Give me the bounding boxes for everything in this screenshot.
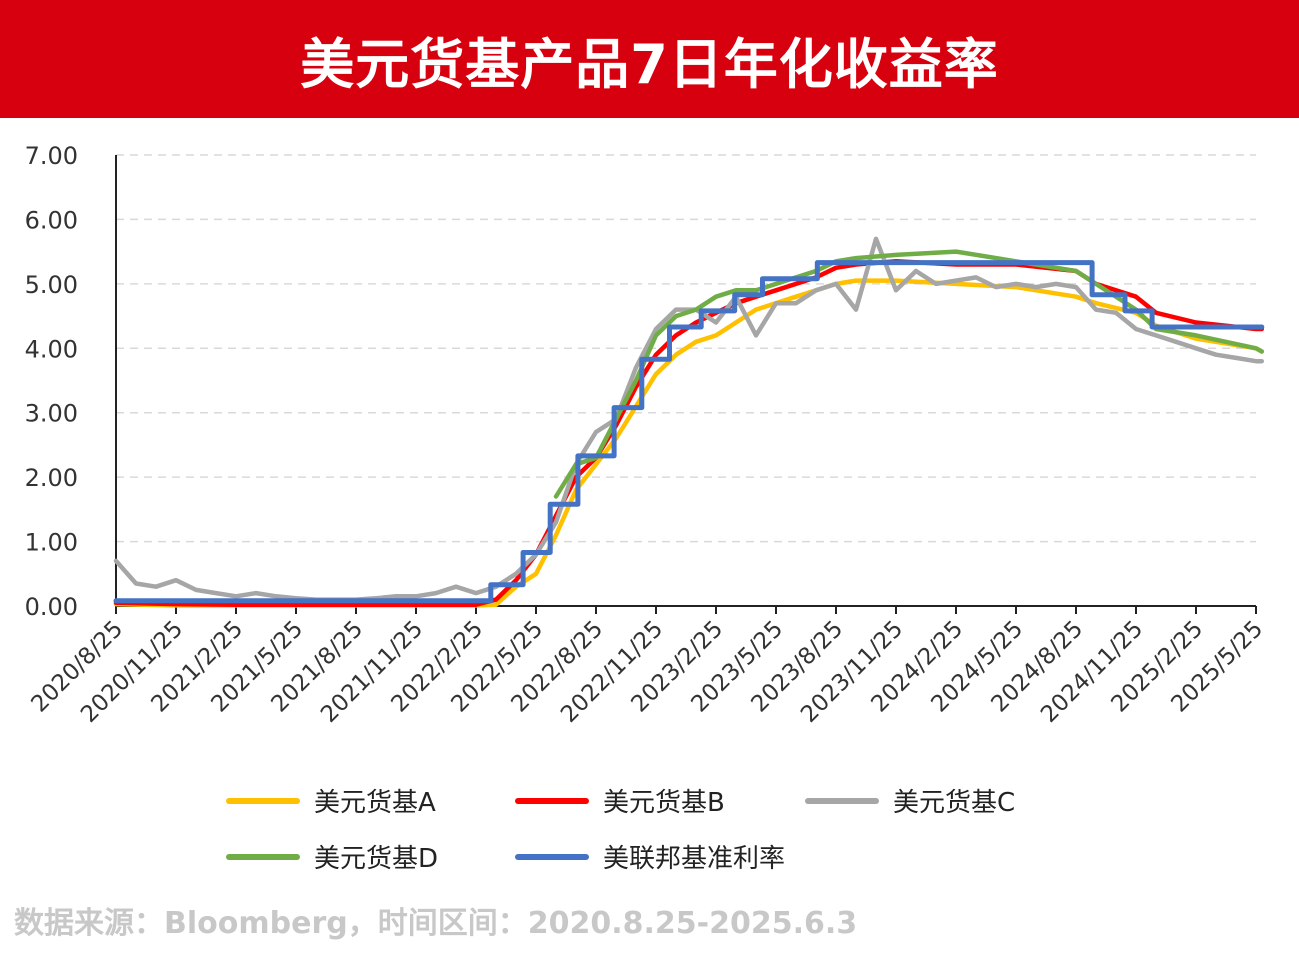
legend: 美元货基A 美元货基B 美元货基C 美元货基D 美联邦基准利率 bbox=[0, 760, 1299, 880]
series-line-4 bbox=[113, 260, 1265, 604]
legend-label-d: 美元货基D bbox=[314, 844, 439, 874]
legend-item-c: 美元货基C bbox=[805, 782, 1015, 819]
y-tick-label: 3.00 bbox=[25, 400, 78, 428]
legend-swatch-fed bbox=[515, 853, 589, 860]
legend-label-fed: 美联邦基准利率 bbox=[603, 844, 786, 874]
title-banner: 美元货基产品7日年化收益率 bbox=[0, 0, 1299, 118]
y-tick-label: 5.00 bbox=[25, 271, 78, 299]
y-tick-label: 2.00 bbox=[25, 464, 78, 492]
y-tick-label: 6.00 bbox=[25, 206, 78, 234]
legend-swatch-a bbox=[226, 797, 300, 804]
y-tick-label: 0.00 bbox=[25, 593, 78, 621]
legend-swatch-d bbox=[226, 853, 300, 860]
legend-item-fed: 美联邦基准利率 bbox=[515, 838, 785, 875]
legend-item-a: 美元货基A bbox=[226, 782, 436, 819]
y-tick-label: 7.00 bbox=[25, 142, 78, 170]
series-line-3 bbox=[553, 249, 1265, 499]
legend-swatch-c bbox=[805, 797, 879, 804]
line-chart: 0.001.002.003.004.005.006.007.002020/8/2… bbox=[25, 142, 1269, 728]
legend-item-b: 美元货基B bbox=[515, 782, 725, 819]
chart-title: 美元货基产品7日年化收益率 bbox=[300, 32, 999, 96]
y-tick-label: 1.00 bbox=[25, 529, 78, 557]
legend-label-a: 美元货基A bbox=[314, 788, 436, 818]
legend-label-c: 美元货基C bbox=[893, 788, 1016, 818]
legend-item-d: 美元货基D bbox=[226, 838, 438, 875]
y-tick-label: 4.00 bbox=[25, 335, 78, 363]
legend-label-b: 美元货基B bbox=[603, 788, 725, 818]
legend-swatch-b bbox=[515, 797, 589, 804]
source-note: 数据来源：Bloomberg，时间区间：2020.8.25-2025.6.3 bbox=[14, 906, 858, 941]
